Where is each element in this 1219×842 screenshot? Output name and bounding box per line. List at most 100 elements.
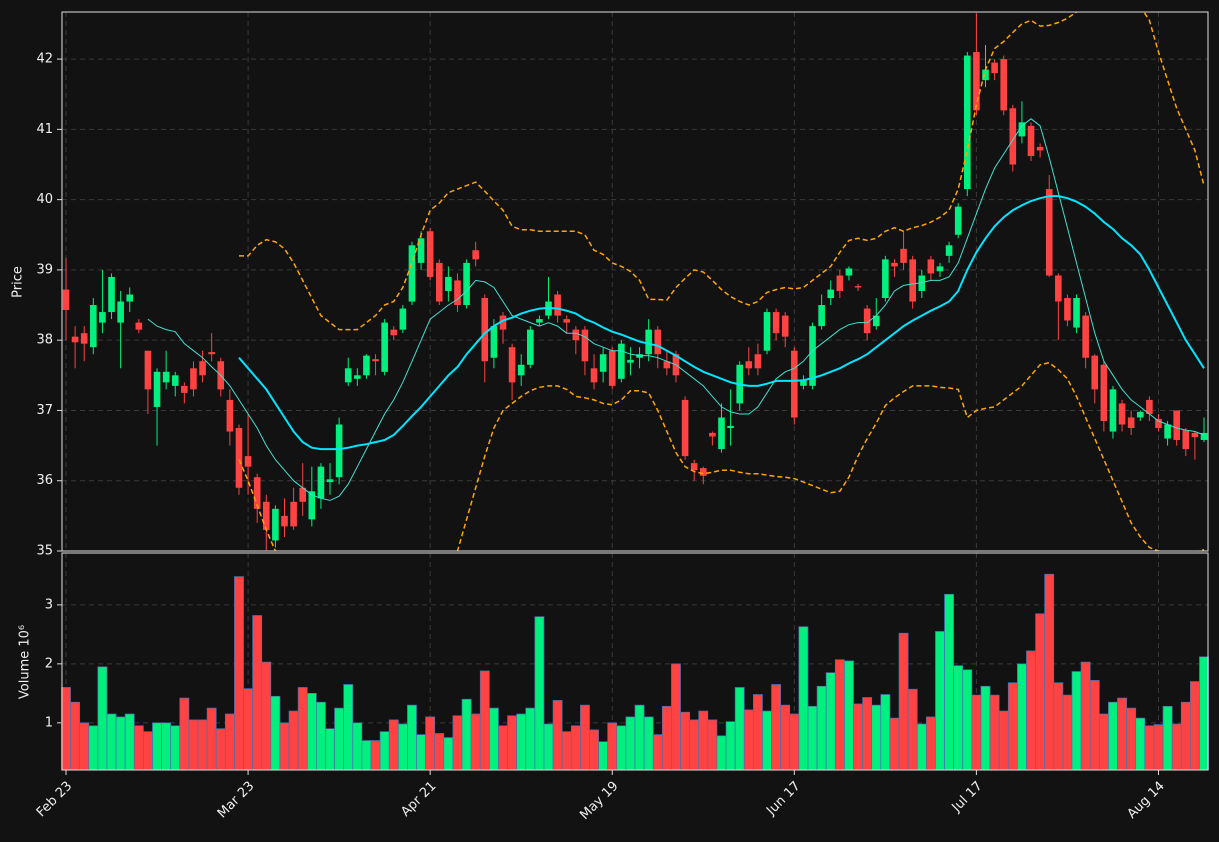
candle-body (1055, 275, 1062, 302)
candle-body (854, 286, 862, 288)
volume-bar (898, 632, 909, 771)
candle-body (845, 268, 853, 276)
volume-bar (998, 710, 1009, 771)
candle-body (973, 52, 980, 111)
volume-bar (734, 687, 745, 771)
candle-body (599, 354, 607, 372)
candle-body (681, 399, 689, 457)
volume-bar (1171, 723, 1182, 771)
volume-bar (935, 631, 945, 771)
candle-body (581, 329, 589, 362)
volume-bar (707, 719, 718, 771)
candle-body (281, 515, 288, 527)
candle-body (1173, 410, 1180, 440)
volume-bar (1062, 694, 1073, 771)
volume-bar (97, 666, 108, 771)
volume-tick-label: 3 (45, 597, 53, 612)
volume-bar (498, 725, 508, 771)
volume-bar (989, 694, 1000, 771)
volume-bar (625, 716, 636, 771)
indicator-line (147, 118, 1205, 501)
candle-body (627, 359, 634, 363)
candle-body (326, 479, 334, 483)
volume-bar (252, 615, 263, 771)
candle-body (317, 466, 325, 499)
candle-body (982, 69, 989, 81)
candle-body (1127, 417, 1135, 429)
candle-body (1191, 432, 1199, 438)
candle-body (882, 259, 889, 299)
volume-bar (88, 725, 99, 771)
volume-bar (388, 719, 399, 771)
y-tick-label: 40 (36, 192, 53, 207)
candle-body (1109, 389, 1117, 432)
volume-bar (925, 716, 936, 771)
candle-body (508, 347, 516, 383)
volume-bar (224, 713, 235, 771)
volume-bar (980, 685, 991, 771)
volume-bar (753, 694, 763, 771)
candle-body (253, 477, 261, 509)
volume-bar (570, 725, 581, 771)
volume-bar (916, 723, 927, 771)
candle-body (1082, 315, 1089, 358)
volume-bar (661, 705, 672, 771)
candle-body (1018, 122, 1026, 137)
volume-bar (607, 722, 618, 771)
candle-body (290, 501, 297, 527)
volume-bar (525, 707, 536, 771)
volume-bar (279, 722, 290, 771)
candle-body (872, 315, 880, 327)
candle-body (590, 368, 598, 383)
candle-body (909, 259, 916, 302)
candle-body (426, 231, 434, 277)
volume-bar (288, 710, 299, 771)
candle-body (390, 329, 398, 336)
candle-body (963, 55, 971, 190)
candle-body (645, 329, 652, 355)
volume-tick-label: 1 (45, 715, 53, 730)
candle-body (335, 424, 343, 478)
volume-bar (179, 697, 190, 771)
candle-body (108, 276, 115, 313)
candle-body (1146, 399, 1153, 414)
volume-bar (561, 731, 572, 771)
volume-bar (370, 740, 381, 771)
volume-bar (953, 665, 964, 771)
volume-bar (944, 593, 954, 771)
volume-tick-label: 2 (45, 656, 53, 671)
price-frame (61, 11, 1209, 552)
candle-body (235, 428, 243, 488)
candle-body (381, 322, 388, 372)
candle-body (891, 262, 898, 267)
volume-bar (361, 740, 372, 771)
candle-body (1045, 189, 1053, 276)
volume-bar (1126, 707, 1137, 771)
volume-bar (206, 707, 217, 771)
candle-body (445, 276, 452, 291)
candle-body (745, 361, 753, 369)
candle-body (572, 329, 580, 341)
volume-bar (316, 701, 326, 771)
candle-body (99, 312, 106, 323)
volume-bar (634, 704, 645, 771)
volume-bar (133, 725, 144, 771)
volume-bar (807, 705, 818, 771)
candle-body (709, 432, 716, 437)
volume-bar (124, 713, 135, 771)
volume-bar (297, 687, 308, 771)
candle-body (927, 259, 935, 274)
volume-bar (70, 701, 81, 771)
volume-bar (1007, 682, 1018, 771)
volume-bar (1108, 701, 1118, 771)
candle-body (144, 350, 152, 390)
candle-body (244, 456, 252, 467)
candle-body (126, 294, 134, 302)
candle-body (399, 308, 407, 330)
candle-body (363, 355, 370, 376)
candle-body (1091, 355, 1099, 390)
volume-bar (106, 713, 117, 771)
volume-bar (552, 700, 563, 771)
y-tick-label: 35 (36, 544, 53, 559)
volume-bar (762, 710, 772, 771)
